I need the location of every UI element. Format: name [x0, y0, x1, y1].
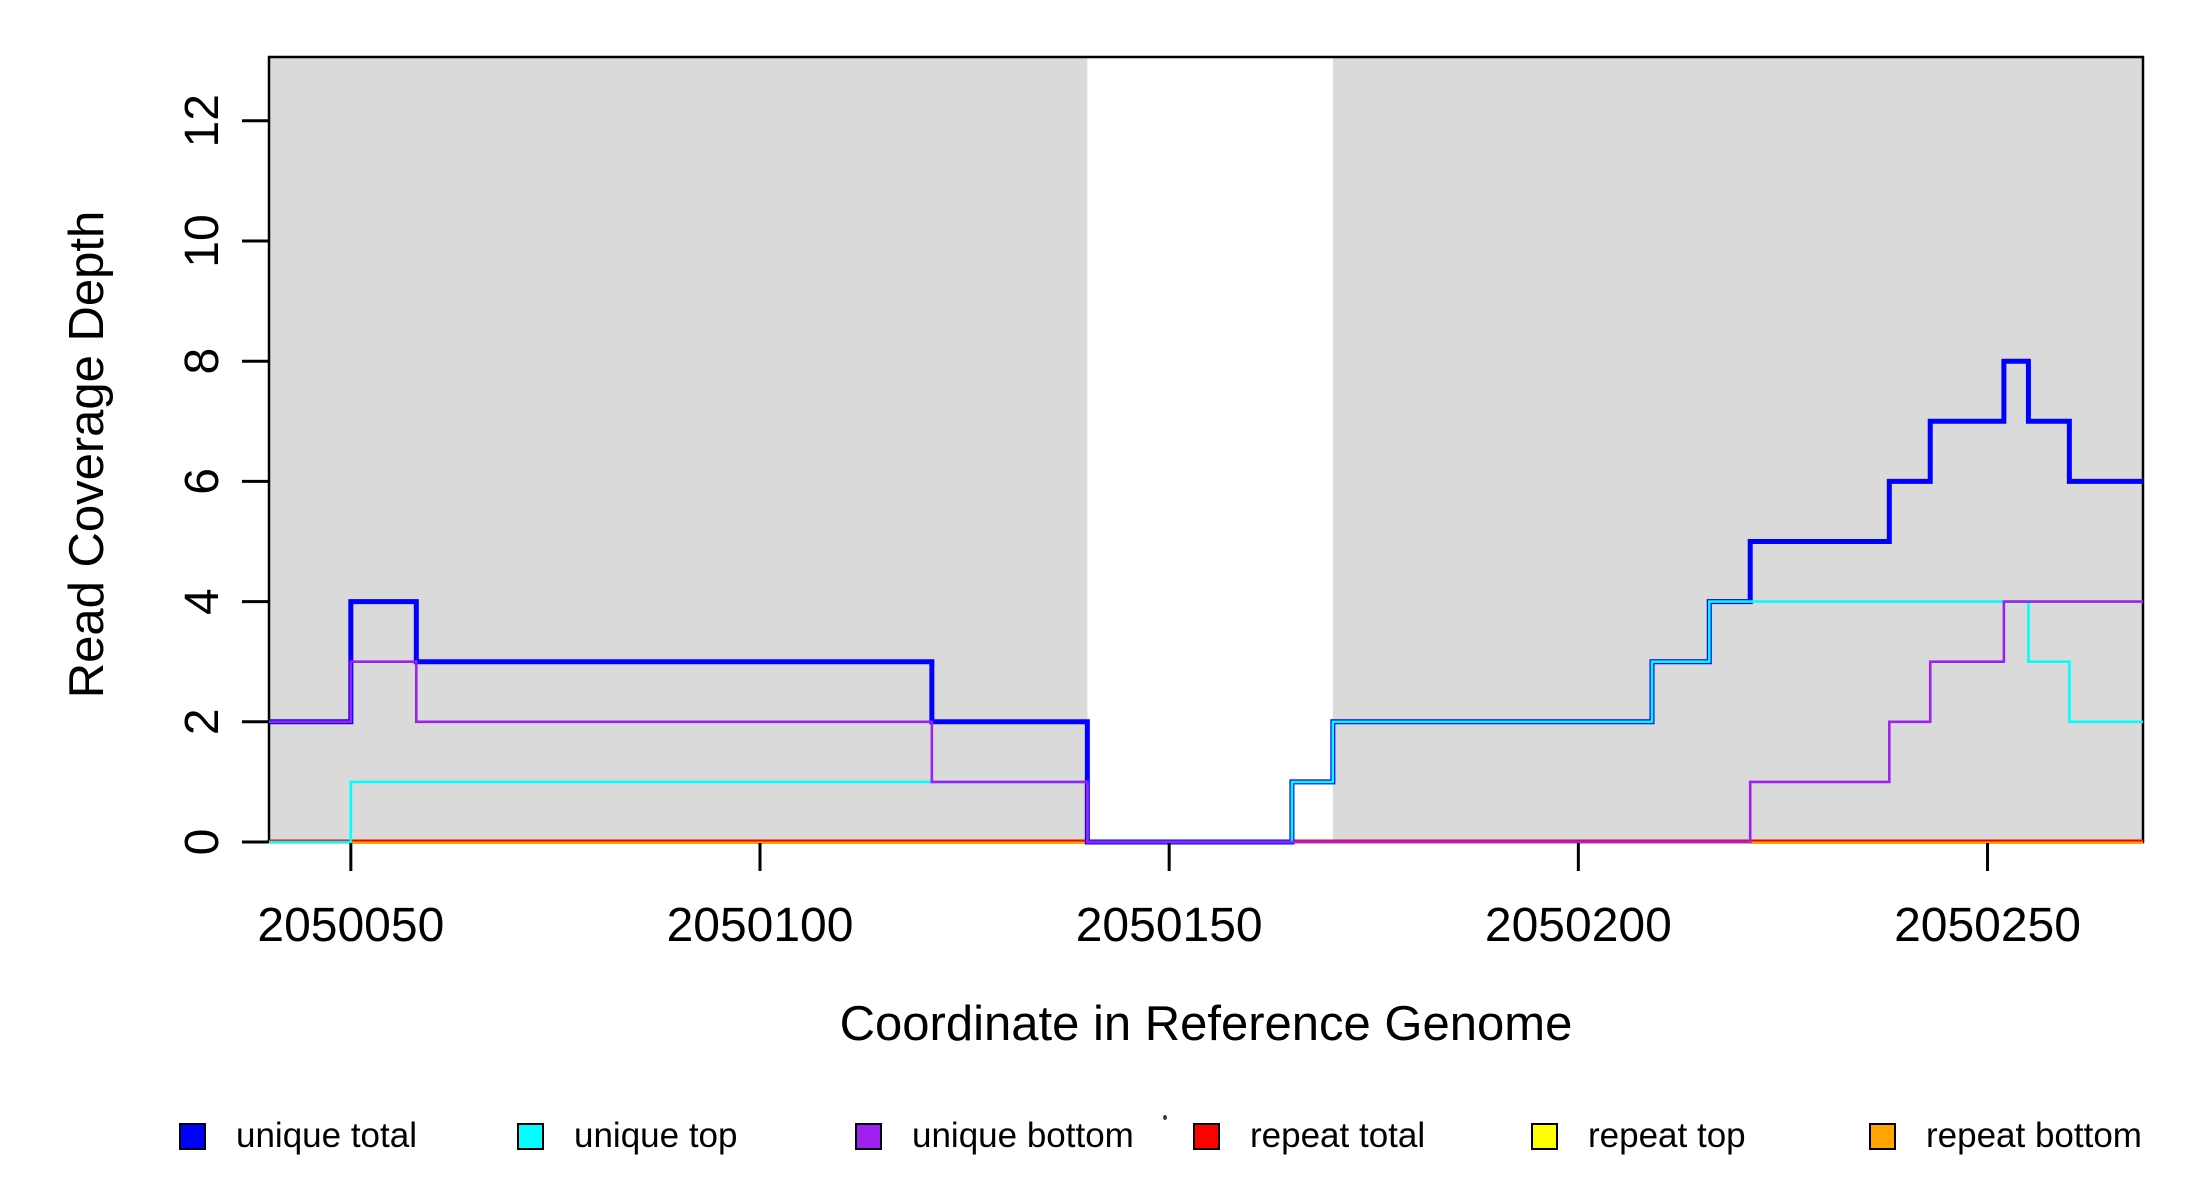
legend-item-repeat-bottom: repeat bottom	[1869, 1116, 2142, 1155]
unique-bottom-swatch-icon	[855, 1122, 882, 1150]
y-tick-label: 6	[176, 468, 229, 495]
legend-label: repeat top	[1588, 1116, 1746, 1155]
x-tick-label: 2050100	[667, 899, 854, 952]
stray-dot-mark	[1163, 1115, 1167, 1120]
y-tick-label: 10	[176, 214, 229, 267]
unique-top-swatch-icon	[517, 1122, 544, 1150]
unique-total-swatch-icon	[179, 1122, 206, 1150]
legend-item-repeat-total: repeat total	[1193, 1116, 1426, 1155]
repeat-bottom-swatch-icon	[1869, 1122, 1896, 1150]
y-tick-label: 2	[176, 708, 229, 735]
series-line-unique-bottom	[269, 600, 2143, 844]
repeat-top-swatch-icon	[1531, 1122, 1558, 1150]
x-axis-title: Coordinate in Reference Genome	[840, 997, 1573, 1051]
legend-item-repeat-top: repeat top	[1531, 1116, 1746, 1155]
legend-label: repeat total	[1250, 1116, 1426, 1155]
shaded-region	[269, 57, 1088, 842]
x-tick-label: 2050250	[1894, 899, 2081, 952]
shaded-region	[1332, 57, 2143, 842]
legend-label: unique top	[574, 1116, 738, 1155]
legend-item-unique-top: unique top	[517, 1116, 738, 1155]
legend-label: unique bottom	[912, 1116, 1134, 1155]
y-tick-label: 4	[176, 588, 229, 615]
x-tick-label: 2050200	[1485, 899, 1672, 952]
y-tick-label: 0	[176, 829, 229, 856]
legend-item-unique-bottom: unique bottom	[855, 1116, 1134, 1155]
y-tick-label: 12	[176, 94, 229, 147]
legend-label: repeat bottom	[1926, 1116, 2142, 1155]
x-tick-label: 2050050	[257, 899, 444, 952]
y-tick-label: 8	[176, 348, 229, 375]
y-axis-title: Read Coverage Depth	[60, 211, 114, 699]
repeat-total-swatch-icon	[1193, 1122, 1220, 1150]
x-tick-label: 2050150	[1076, 899, 1263, 952]
legend-item-unique-total: unique total	[179, 1116, 417, 1155]
legend-label: unique total	[236, 1116, 417, 1155]
